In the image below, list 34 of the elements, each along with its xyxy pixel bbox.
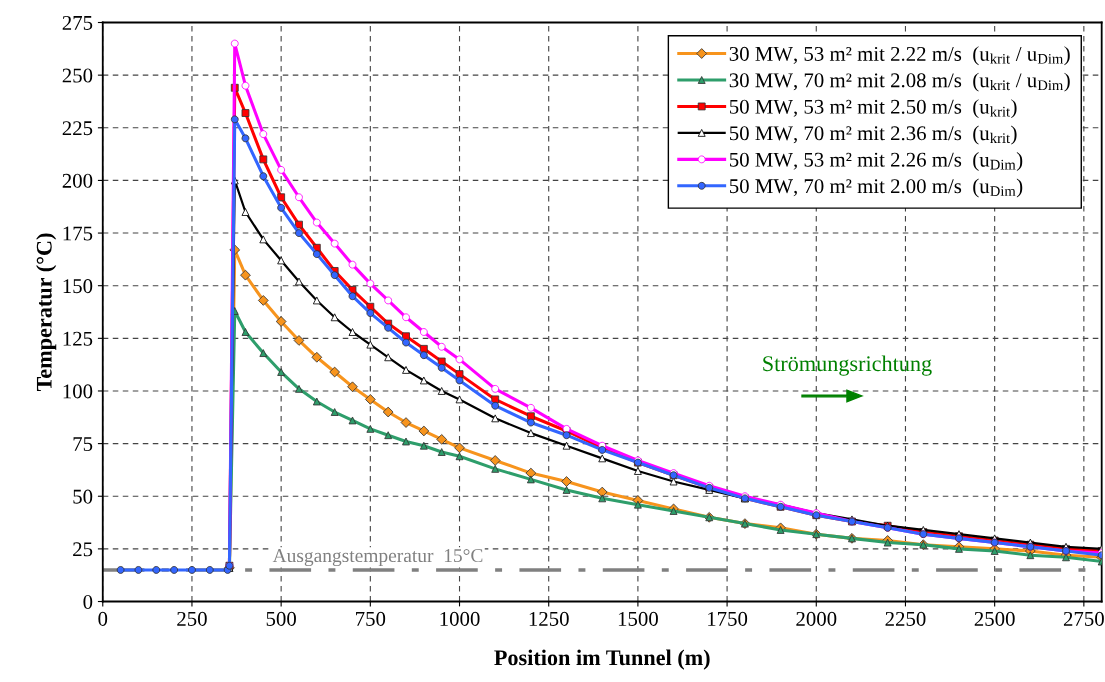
- y-tick-label: 275: [62, 15, 93, 30]
- x-tick-label: 1750: [708, 611, 748, 626]
- legend-label: 50 MW, 70 m² mit 2.00 m/s (u$_{Dim}$): [729, 178, 1023, 198]
- x-tick-label: 0: [98, 611, 108, 626]
- x-tick-label: 1250: [529, 611, 569, 626]
- x-tick-label: 2000: [796, 611, 837, 626]
- y-tick-label: 100: [63, 384, 93, 399]
- x-tick-label: 1500: [618, 611, 658, 626]
- ref-line-label: Ausgangstemperatur 15°C: [272, 549, 483, 567]
- y-tick-label: 250: [62, 68, 93, 83]
- x-tick-label: 2750: [1063, 611, 1104, 626]
- y-tick-label: 25: [73, 542, 93, 557]
- y-tick-label: 50: [73, 489, 93, 504]
- legend-label: 30 MW, 53 m² mit 2.22 m/s (u$_{krit}$ / u$_{Dim}$): [729, 46, 1070, 66]
- y-tick-label: 225: [62, 121, 93, 136]
- y-tick-label: 75: [73, 437, 93, 452]
- x-tick-label: 500: [266, 611, 296, 626]
- y-tick-label: 125: [63, 331, 93, 346]
- y-tick-label: 200: [62, 173, 93, 188]
- legend-label: 50 MW, 70 m² mit 2.36 m/s (u$_{krit}$): [729, 125, 1017, 145]
- y-axis-title: Temperatur (°C): [36, 233, 57, 392]
- y-tick-label: 150: [63, 279, 93, 294]
- x-tick-label: 2500: [974, 611, 1015, 626]
- x-tick-label: 2250: [885, 611, 926, 626]
- x-tick-label: 750: [356, 611, 386, 626]
- x-axis-title: Position im Tunnel (m): [494, 649, 710, 670]
- y-tick-label: 0: [83, 594, 93, 609]
- legend-label: 50 MW, 53 m² mit 2.50 m/s (u$_{krit}$): [729, 99, 1017, 119]
- legend-label: 30 MW, 70 m² mit 2.08 m/s (u$_{krit}$ / u$_{Dim}$): [729, 72, 1070, 92]
- y-tick-label: 175: [63, 226, 93, 241]
- legend-label: 50 MW, 53 m² mit 2.26 m/s (u$_{Dim}$): [729, 152, 1023, 171]
- annotation: Strömungsrichtung: [763, 355, 932, 376]
- x-tick-label: 250: [177, 611, 207, 626]
- x-tick-label: 1000: [440, 611, 480, 626]
